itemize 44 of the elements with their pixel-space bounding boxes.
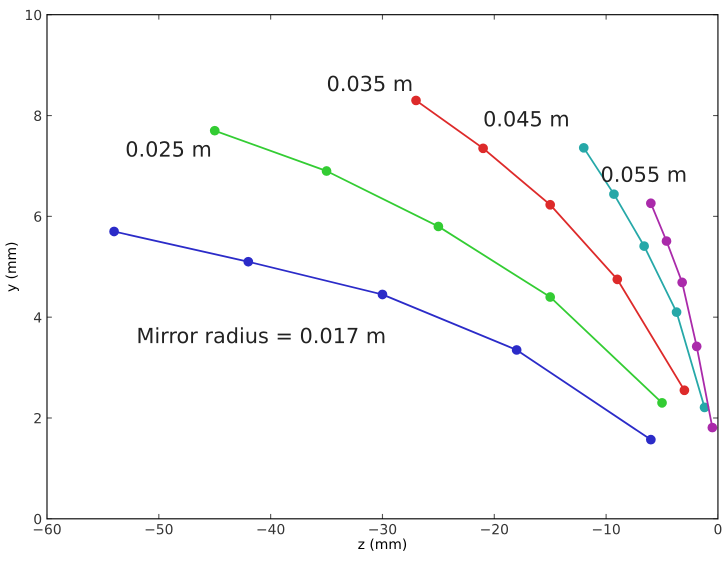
point bbox=[646, 434, 656, 445]
point bbox=[478, 143, 488, 154]
x-tick-label: −50 bbox=[146, 524, 173, 534]
series-label: 0.045 m bbox=[484, 110, 568, 127]
x-tick-label: −30 bbox=[369, 524, 396, 534]
point bbox=[411, 96, 421, 106]
point bbox=[639, 241, 649, 251]
point bbox=[609, 189, 619, 200]
point bbox=[545, 200, 556, 210]
series-label: Mirror radius = 0.017 m bbox=[138, 327, 384, 344]
point bbox=[545, 292, 556, 302]
series-label: 0.035 m bbox=[328, 76, 412, 92]
y-tick-label: 10 bbox=[26, 10, 42, 20]
point bbox=[680, 385, 690, 396]
x-tick-label: −60 bbox=[34, 524, 61, 534]
point bbox=[657, 398, 667, 408]
point bbox=[322, 166, 332, 176]
point bbox=[662, 236, 672, 246]
series-label: 0.025 m bbox=[126, 141, 210, 157]
x-tick-label: −10 bbox=[592, 524, 620, 534]
x-tick-label: −40 bbox=[257, 524, 284, 534]
point bbox=[692, 342, 702, 352]
point bbox=[646, 198, 656, 208]
point bbox=[243, 256, 254, 267]
point bbox=[378, 290, 388, 300]
y-tick-label: 6 bbox=[34, 211, 42, 222]
point bbox=[672, 307, 682, 317]
y-tick-label: 4 bbox=[34, 312, 42, 322]
point bbox=[512, 345, 522, 355]
point bbox=[210, 126, 220, 136]
point bbox=[434, 222, 444, 232]
point bbox=[109, 226, 119, 236]
x-tick-label: −20 bbox=[481, 524, 508, 534]
series-label: 0.055 m bbox=[602, 166, 686, 182]
x-axis-title: z (mm) bbox=[358, 538, 406, 551]
y-tick-label: 8 bbox=[34, 110, 42, 122]
point bbox=[707, 422, 718, 432]
x-tick-label: 0 bbox=[714, 524, 722, 534]
point bbox=[578, 142, 589, 153]
point bbox=[612, 274, 622, 284]
y-axis-title: y (mm) bbox=[5, 242, 19, 292]
point bbox=[677, 278, 688, 288]
y-tick-label: 2 bbox=[34, 412, 41, 424]
y-tick-label: 0 bbox=[34, 514, 42, 524]
